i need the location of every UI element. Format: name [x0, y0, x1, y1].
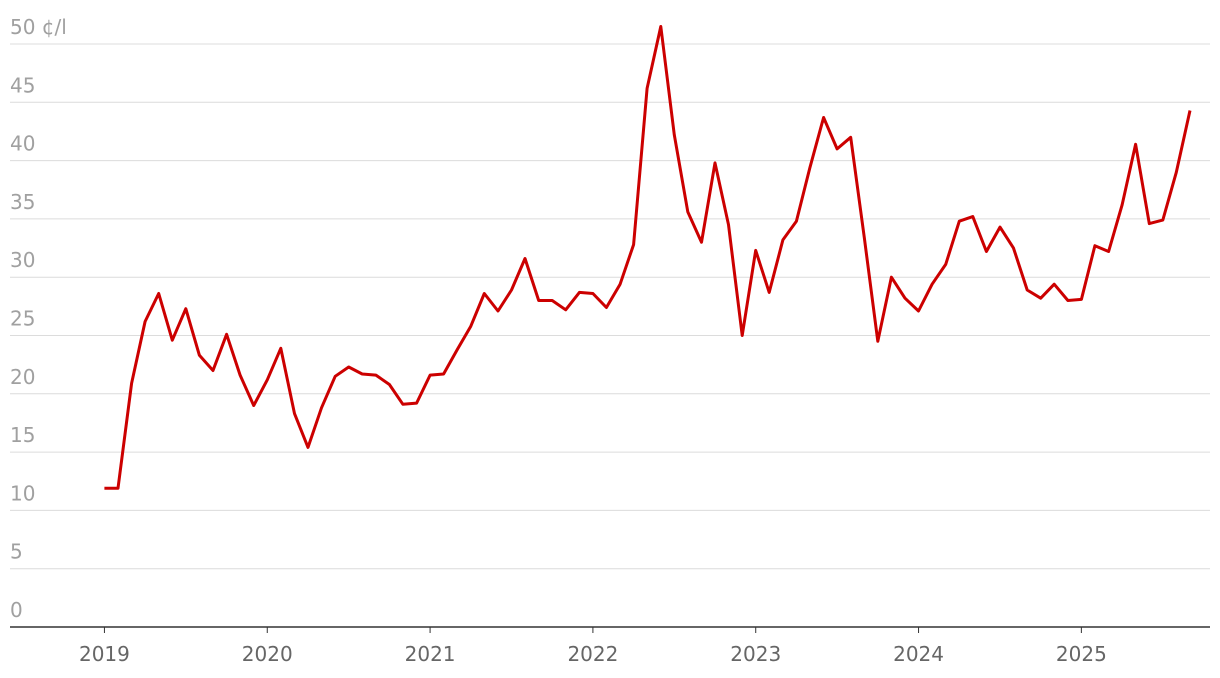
y-tick-label: 25 [10, 307, 35, 331]
y-tick-label: 10 [10, 481, 35, 505]
y-tick-label: 50 ¢/l [10, 15, 67, 39]
y-tick-label: 0 [10, 598, 23, 622]
x-tick-label: 2025 [1056, 642, 1107, 666]
x-tick-label: 2019 [79, 642, 130, 666]
x-tick-label: 2024 [893, 642, 944, 666]
x-tick-label: 2022 [567, 642, 618, 666]
y-tick-label: 5 [10, 540, 23, 564]
x-tick-label: 2021 [405, 642, 456, 666]
x-tick-label: 2020 [242, 642, 293, 666]
y-tick-label: 20 [10, 365, 35, 389]
y-tick-label: 40 [10, 132, 35, 156]
y-tick-label: 35 [10, 190, 35, 214]
y-tick-label: 15 [10, 423, 35, 447]
y-tick-label: 45 [10, 73, 35, 97]
line-series [104, 25, 1192, 490]
y-tick-label: 30 [10, 248, 35, 272]
x-tick-label: 2023 [730, 642, 781, 666]
